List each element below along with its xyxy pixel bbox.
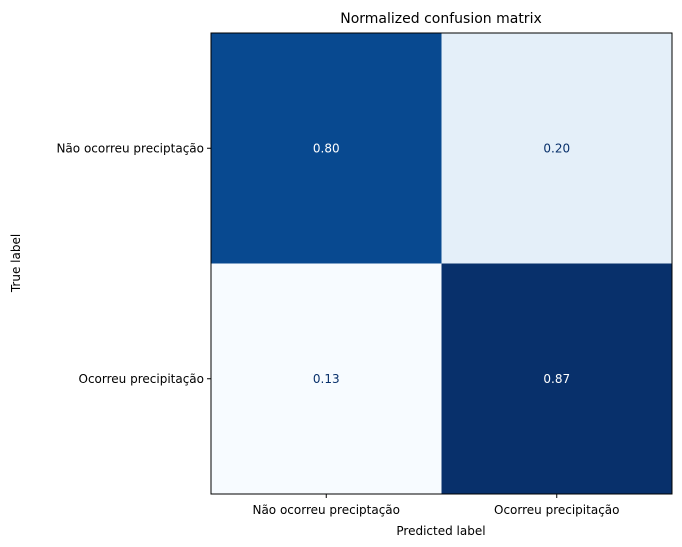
matrix-cell bbox=[441, 33, 672, 264]
y-tick-label: Ocorreu precipitação bbox=[79, 372, 204, 386]
matrix-cell bbox=[211, 33, 442, 264]
y-tick-label: Não ocorreu preciptação bbox=[56, 141, 204, 155]
cell-value-label: 0.80 bbox=[313, 141, 340, 155]
y-axis-label: True label bbox=[9, 234, 23, 293]
chart-title: Normalized confusion matrix bbox=[340, 11, 542, 27]
matrix-cell bbox=[441, 263, 672, 494]
x-tick-label: Ocorreu precipitação bbox=[494, 503, 619, 517]
matrix-cells bbox=[211, 33, 672, 494]
cell-value-label: 0.13 bbox=[313, 372, 340, 386]
cell-value-label: 0.20 bbox=[543, 141, 570, 155]
x-axis-ticks: Não ocorreu preciptação Ocorreu precipita… bbox=[252, 494, 619, 517]
x-axis-label: Predicted label bbox=[396, 524, 485, 538]
plot-frame bbox=[210, 32, 673, 495]
x-tick-label: Não ocorreu preciptação bbox=[252, 503, 400, 517]
cell-value-label: 0.87 bbox=[543, 372, 570, 386]
matrix-cell bbox=[211, 263, 442, 494]
y-axis-ticks: Não ocorreu preciptação Ocorreu precipita… bbox=[56, 141, 211, 386]
matrix-cell-labels: 0.80 0.20 0.13 0.87 bbox=[313, 141, 570, 386]
